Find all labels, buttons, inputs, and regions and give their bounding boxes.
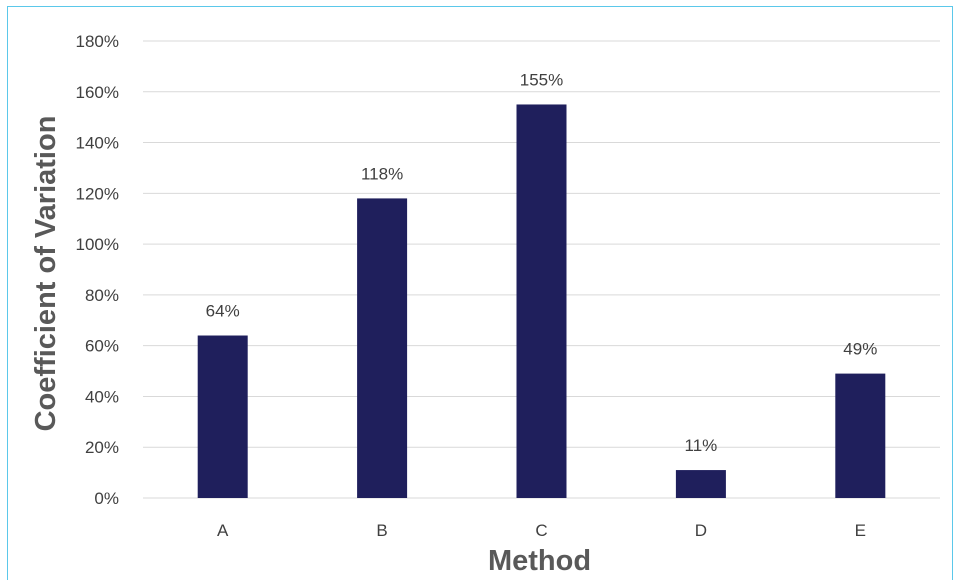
x-tick-label: C <box>535 521 547 540</box>
y-tick-labels: 0% 20% 40% 60% 80% 100% 120% 140% 160% 180% <box>76 32 119 508</box>
y-tick-label: 160% <box>76 83 119 102</box>
data-label-b: 118% <box>361 164 403 183</box>
x-tick-label: E <box>855 521 866 540</box>
y-tick-label: 100% <box>76 235 119 254</box>
y-tick-label: 40% <box>85 387 119 406</box>
bar-b <box>357 198 408 498</box>
data-label-e: 49% <box>843 340 877 359</box>
chart-frame <box>7 6 953 580</box>
x-tick-labels: A B C D E <box>217 521 866 540</box>
x-tick-label: A <box>217 521 229 540</box>
bar-e <box>835 373 886 498</box>
y-tick-label: 60% <box>85 337 119 356</box>
data-label-a: 64% <box>206 302 240 321</box>
y-tick-label: 0% <box>94 489 119 508</box>
bars <box>197 104 886 498</box>
data-label-d: 11% <box>685 436 718 455</box>
data-labels: 64% 118% 155% 11% 49% <box>206 70 878 455</box>
y-tick-label: 20% <box>85 438 119 457</box>
x-axis-title: Method <box>488 545 591 577</box>
bar-c <box>516 104 567 498</box>
bar-a <box>197 335 248 498</box>
y-tick-label: 140% <box>76 134 119 153</box>
y-tick-label: 120% <box>76 184 119 203</box>
y-tick-label: 180% <box>76 32 119 51</box>
x-tick-label: B <box>376 521 387 540</box>
bar-d <box>675 470 726 498</box>
data-label-c: 155% <box>520 70 563 89</box>
y-axis-title: Coefficient of Variation <box>30 116 62 432</box>
y-tick-label: 80% <box>85 286 119 305</box>
x-tick-label: D <box>695 521 707 540</box>
